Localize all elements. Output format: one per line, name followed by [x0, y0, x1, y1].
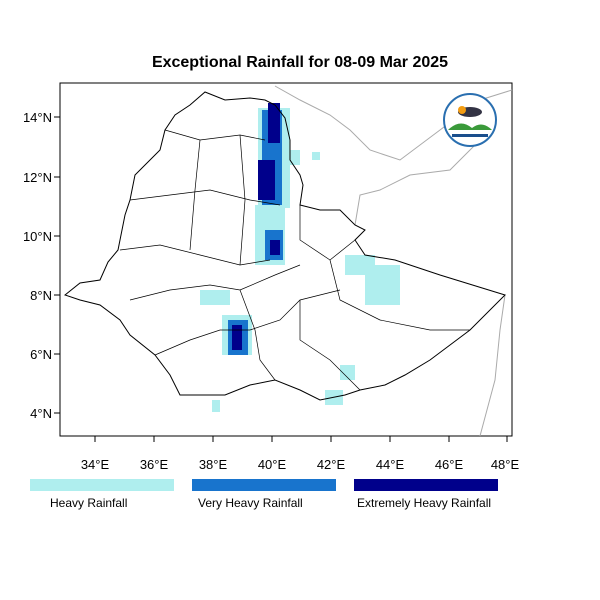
legend-label-heavy: Heavy Rainfall [50, 496, 128, 510]
lon-tick-label: 34°E [81, 457, 110, 472]
map-frame [59, 82, 513, 437]
lon-tick-label: 38°E [199, 457, 228, 472]
legend-label-very-heavy: Very Heavy Rainfall [198, 496, 303, 510]
region-boundaries [119, 129, 470, 391]
lat-tick-label: 10°N [23, 229, 52, 244]
legend-swatch-extremely-heavy [354, 479, 498, 491]
lat-tick-label: 6°N [30, 347, 52, 362]
lat-tick-label: 8°N [30, 288, 52, 303]
lon-ticks: 34°E 36°E 38°E 40°E 42°E 44°E 46°E 48°E [81, 457, 520, 472]
lat-ticks: 14°N 12°N 10°N 8°N 6°N 4°N [23, 110, 52, 421]
rainfall-cells [200, 103, 400, 412]
lon-tick-label: 40°E [258, 457, 287, 472]
institute-logo [443, 93, 497, 147]
lon-tick-label: 44°E [376, 457, 405, 472]
lon-tick-label: 48°E [491, 457, 520, 472]
lon-tick-label: 46°E [435, 457, 464, 472]
legend-swatch-heavy [30, 479, 174, 491]
legend-swatch-very-heavy [192, 479, 336, 491]
lat-tick-label: 4°N [30, 406, 52, 421]
lat-tick-label: 14°N [23, 110, 52, 125]
lon-tick-label: 36°E [140, 457, 169, 472]
legend-label-extremely-heavy: Extremely Heavy Rainfall [357, 496, 492, 510]
ethiopia-outline [63, 91, 506, 401]
map-title: Exceptional Rainfall for 08-09 Mar 2025 [151, 54, 449, 71]
tick-marks [54, 116, 508, 442]
lon-tick-label: 42°E [317, 457, 346, 472]
lat-tick-label: 12°N [23, 170, 52, 185]
